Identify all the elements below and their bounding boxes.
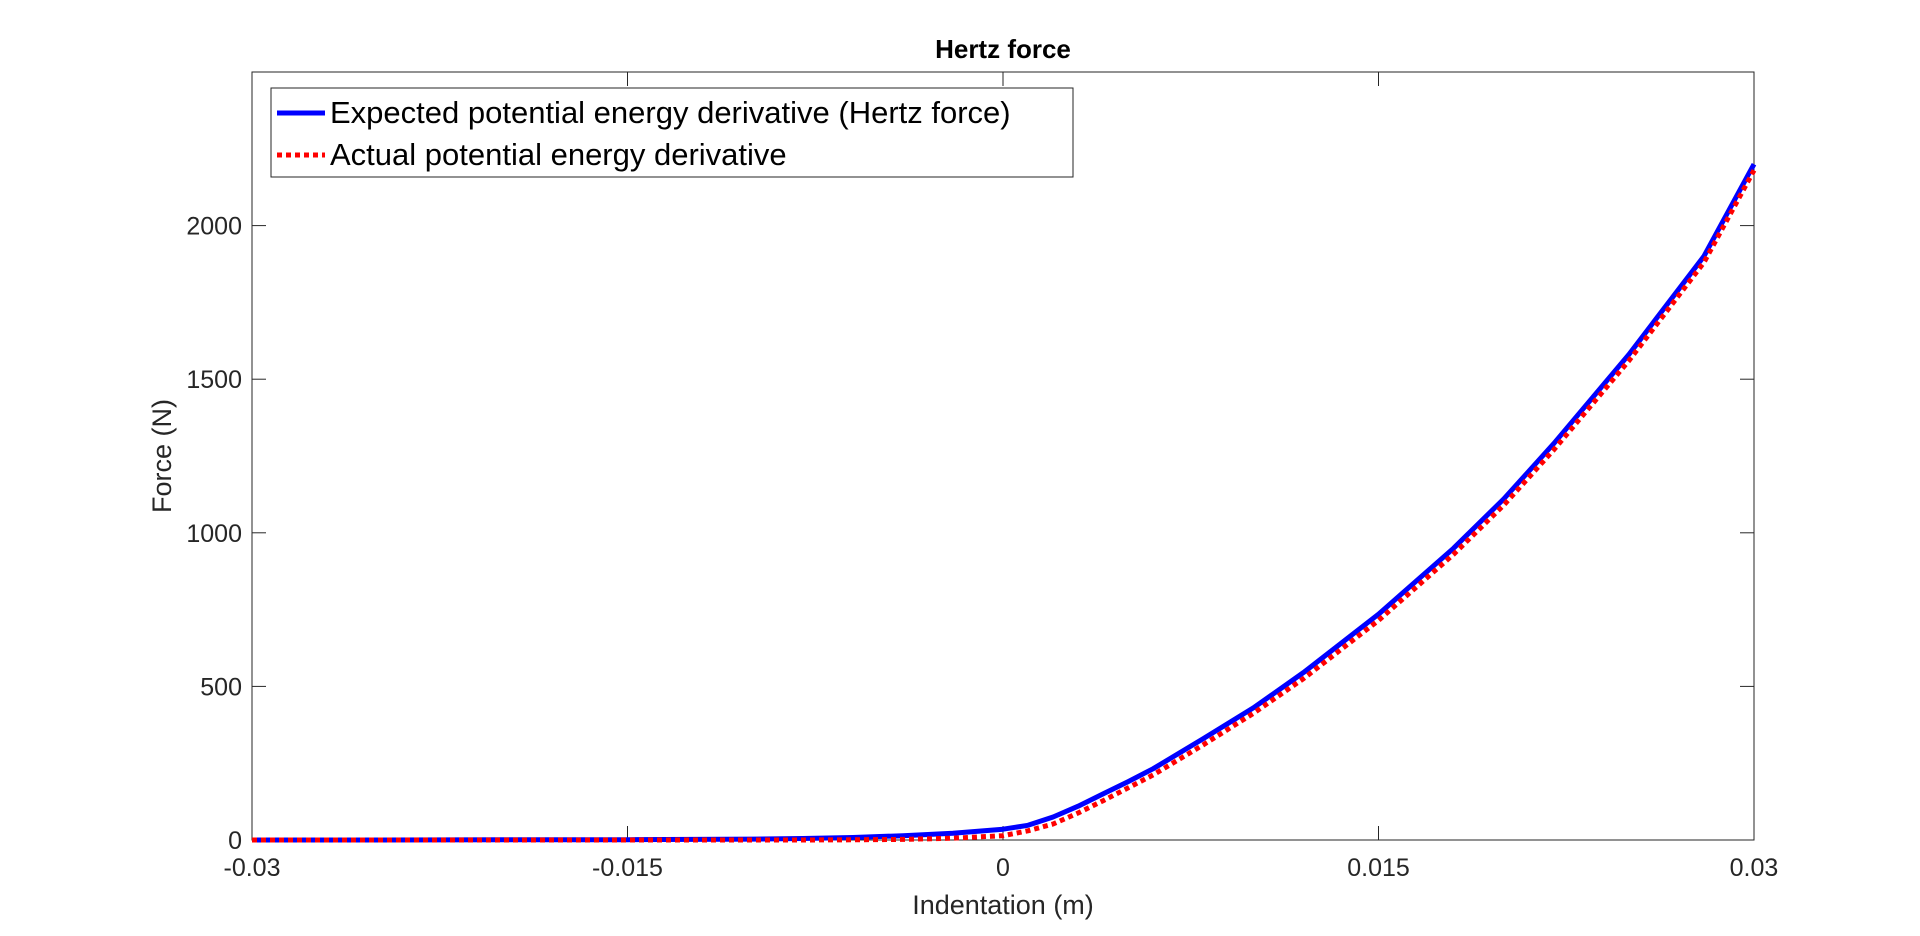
y-axis-label: Force (N) — [147, 399, 177, 513]
legend-label-expected: Expected potential energy derivative (He… — [330, 95, 1011, 130]
series-layer — [252, 163, 1757, 843]
x-tick-label: 0.015 — [1347, 854, 1410, 882]
x-axis-ticks: -0.03 -0.015 0 0.015 0.03 — [224, 72, 1779, 882]
legend-box — [270, 87, 1074, 178]
x-tick-label: -0.015 — [592, 854, 663, 882]
chart-title: Hertz force — [935, 34, 1071, 64]
series-line-expected — [252, 163, 1757, 843]
plot-area — [251, 71, 1755, 841]
x-axis-label: Indentation (m) — [912, 890, 1094, 920]
legend-label-actual: Actual potential energy derivative — [330, 137, 787, 172]
x-tick-label: 0 — [996, 854, 1010, 882]
y-tick-label: 500 — [200, 673, 242, 701]
y-axis-ticks: 0 500 1000 1500 2000 — [186, 213, 1754, 855]
y-tick-label: 1000 — [186, 520, 242, 548]
x-tick-label: 0.03 — [1730, 854, 1779, 882]
y-tick-label: 1500 — [186, 366, 242, 394]
y-tick-label: 0 — [228, 827, 242, 855]
y-tick-label: 2000 — [186, 213, 242, 241]
legend: Expected potential energy derivative (He… — [270, 87, 1074, 178]
x-tick-label: -0.03 — [224, 854, 281, 882]
